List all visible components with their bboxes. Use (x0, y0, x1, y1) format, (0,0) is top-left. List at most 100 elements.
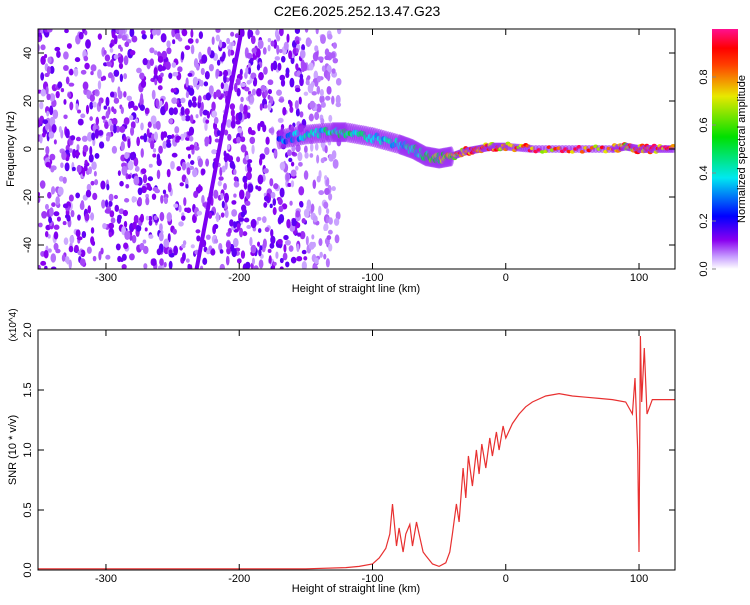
noise-blob (230, 41, 235, 47)
noise-blob (87, 131, 93, 142)
noise-blob (216, 129, 221, 137)
noise-blob (76, 164, 82, 173)
noise-blob (333, 217, 340, 226)
noise-blob (154, 78, 158, 86)
noise-blob (54, 46, 61, 52)
noise-blob (227, 133, 232, 141)
noise-blob (143, 132, 148, 143)
noise-blob (335, 94, 341, 105)
noise-blob (123, 136, 127, 142)
noise-blob (166, 142, 172, 148)
noise-blob (315, 29, 319, 35)
noise-blob (220, 212, 225, 218)
noise-blob (148, 215, 153, 221)
noise-blob (57, 81, 63, 89)
noise-blob (168, 107, 175, 116)
noise-blob (84, 30, 88, 36)
noise-blob (220, 193, 224, 200)
snr-xlabel: Height of straight line (km) (292, 583, 420, 595)
noise-blob (290, 161, 295, 167)
noise-blob (171, 62, 177, 68)
noise-blob (291, 219, 297, 227)
noise-blob (166, 47, 172, 55)
noise-blob (175, 135, 182, 141)
noise-blob (64, 162, 70, 172)
noise-blob (169, 118, 174, 124)
noise-blob (198, 31, 204, 39)
noise-blob (109, 124, 114, 133)
noise-blob (97, 33, 102, 40)
noise-blob (115, 29, 120, 34)
noise-blob (114, 34, 118, 45)
noise-blob (129, 100, 135, 109)
noise-blob (197, 158, 203, 168)
noise-blob (41, 210, 48, 219)
noise-blob (225, 241, 232, 249)
noise-blob (71, 166, 76, 172)
noise-blob (240, 136, 246, 143)
x-tick-label: 0 (503, 573, 509, 585)
noise-blob (226, 247, 231, 255)
noise-blob (314, 143, 319, 151)
noise-blob (94, 152, 100, 159)
noise-blob (321, 65, 326, 72)
noise-blob (187, 38, 194, 44)
noise-blob (75, 151, 81, 156)
noise-blob (157, 85, 163, 91)
noise-blob (184, 115, 191, 122)
noise-blob (70, 135, 76, 141)
noise-blob (267, 79, 274, 86)
noise-blob (223, 192, 229, 203)
noise-blob (133, 157, 139, 167)
noise-blob (65, 76, 70, 85)
noise-blob (75, 103, 79, 111)
noise-blob (112, 124, 117, 134)
noise-blob (109, 210, 115, 218)
noise-blob (89, 101, 94, 110)
noise-blob (232, 163, 236, 170)
noise-blob (123, 91, 127, 98)
noise-blob (118, 44, 122, 49)
colorbar-tick-label: 0.8 (698, 69, 710, 84)
noise-blob (273, 150, 277, 158)
noise-blob (213, 116, 219, 125)
noise-blob (251, 88, 256, 96)
noise-blob (168, 249, 173, 255)
noise-blob (115, 243, 121, 251)
noise-blob (320, 117, 325, 125)
noise-blob (88, 166, 93, 175)
noise-blob (117, 170, 121, 176)
snr-series-line (38, 335, 675, 570)
noise-blob (173, 107, 178, 115)
noise-blob (280, 55, 286, 63)
noise-blob (49, 65, 55, 74)
noise-blob (42, 119, 49, 125)
noise-blob (298, 96, 302, 105)
noise-blob (44, 203, 49, 210)
noise-blob (314, 257, 319, 265)
noise-blob (290, 180, 295, 188)
noise-blob (195, 114, 199, 119)
noise-blob (269, 178, 274, 187)
noise-blob (320, 157, 325, 164)
noise-blob (94, 128, 99, 139)
noise-blob (223, 82, 229, 93)
noise-blob (46, 110, 50, 117)
noise-blob (106, 61, 112, 67)
noise-blob (245, 261, 251, 269)
noise-blob (153, 50, 158, 55)
noise-blob (144, 107, 150, 115)
noise-blob (56, 216, 61, 222)
noise-blob (301, 62, 308, 72)
noise-blob (268, 127, 275, 134)
y-tick-label: -40 (22, 237, 34, 253)
noise-blob (273, 183, 279, 190)
noise-blob (178, 205, 182, 213)
noise-blob (240, 82, 247, 87)
noise-blob (51, 186, 56, 195)
noise-blob (267, 89, 272, 95)
noise-blob (289, 100, 293, 109)
noise-blob (299, 231, 306, 240)
noise-blob (263, 195, 270, 202)
noise-blob (83, 55, 89, 62)
